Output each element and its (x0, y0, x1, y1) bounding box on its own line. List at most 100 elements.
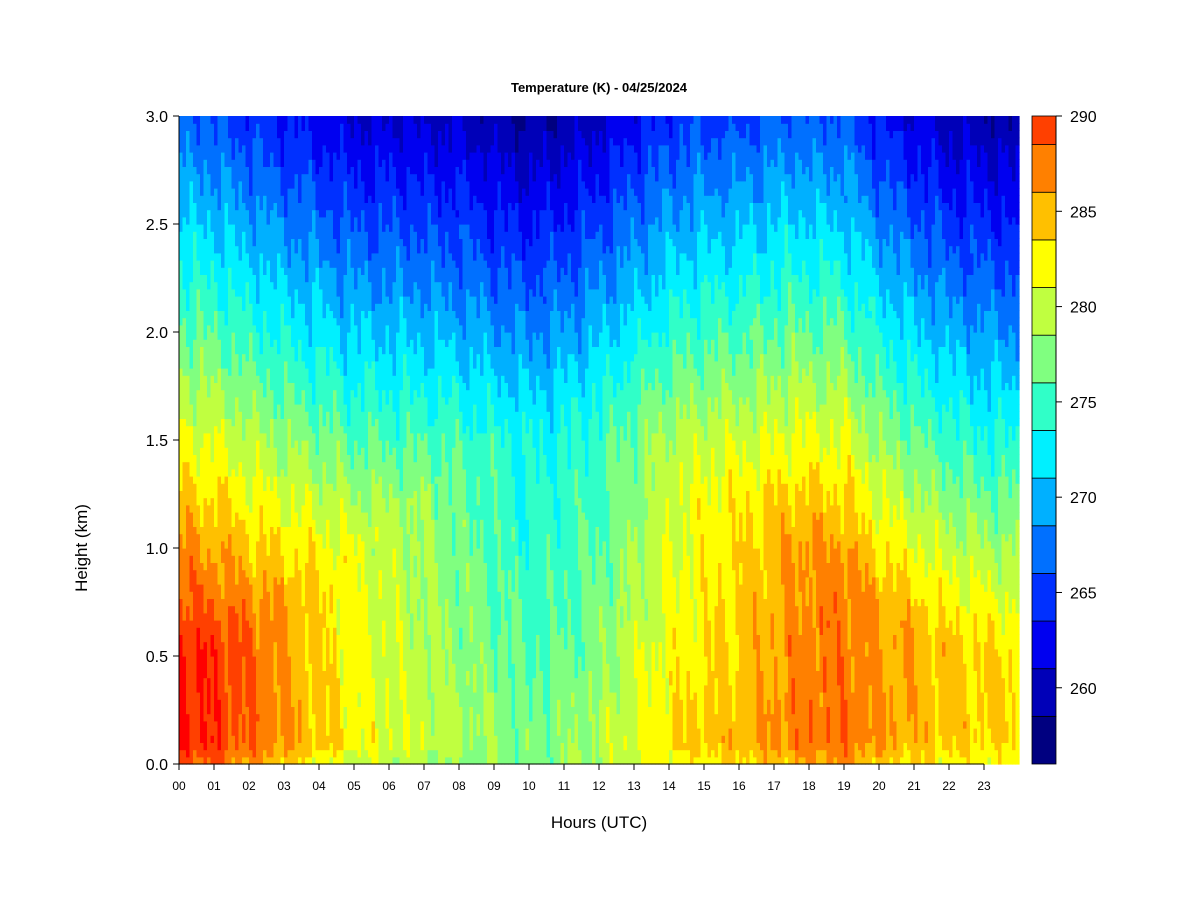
heatmap-cell (298, 188, 302, 196)
heatmap-cell (291, 433, 295, 441)
heatmap-cell (267, 397, 271, 405)
heatmap-cell (249, 375, 253, 383)
heatmap-cell (256, 116, 260, 124)
heatmap-cell (246, 656, 250, 664)
heatmap-cell (260, 570, 264, 578)
heatmap-cell (179, 505, 183, 513)
heatmap-cell (347, 188, 351, 196)
heatmap-cell (211, 454, 215, 462)
heatmap-cell (179, 570, 183, 578)
heatmap-cell (267, 498, 271, 506)
heatmap-cell (284, 642, 288, 650)
heatmap-cell (323, 678, 327, 686)
heatmap-cell (288, 159, 292, 167)
heatmap-cell (232, 526, 236, 534)
heatmap-cell (235, 123, 239, 131)
heatmap-cell (232, 361, 236, 369)
heatmap-cell (204, 440, 208, 448)
heatmap-cell (277, 267, 281, 275)
heatmap-cell (211, 757, 215, 765)
heatmap-cell (211, 325, 215, 333)
heatmap-cell (253, 469, 257, 477)
heatmap-cell (214, 649, 218, 657)
heatmap-cell (263, 382, 267, 390)
heatmap-cell (256, 440, 260, 448)
heatmap-cell (200, 649, 204, 657)
heatmap-cell (221, 123, 225, 131)
heatmap-cell (274, 152, 278, 160)
heatmap-cell (354, 339, 358, 347)
heatmap-cell (183, 462, 187, 470)
heatmap-cell (193, 490, 197, 498)
heatmap-cell (326, 634, 330, 642)
heatmap-cell (277, 678, 281, 686)
heatmap-cell (305, 188, 309, 196)
heatmap-cell (277, 368, 281, 376)
heatmap-cell (298, 670, 302, 678)
heatmap-cell (190, 440, 194, 448)
heatmap-cell (239, 130, 243, 138)
heatmap-cell (211, 699, 215, 707)
heatmap-cell (330, 426, 334, 434)
heatmap-cell (246, 188, 250, 196)
heatmap-cell (228, 318, 232, 326)
heatmap-cell (284, 699, 288, 707)
heatmap-cell (298, 526, 302, 534)
heatmap-cell (351, 346, 355, 354)
heatmap-cell (351, 195, 355, 203)
heatmap-cell (249, 447, 253, 455)
heatmap-cell (270, 202, 274, 210)
heatmap-cell (197, 440, 201, 448)
heatmap-cell (291, 555, 295, 563)
heatmap-cell (190, 267, 194, 275)
heatmap-cell (326, 116, 330, 124)
heatmap-cell (263, 418, 267, 426)
heatmap-cell (197, 426, 201, 434)
heatmap-cell (312, 390, 316, 398)
heatmap-cell (319, 210, 323, 218)
heatmap-cell (228, 685, 232, 693)
heatmap-cell (368, 584, 372, 592)
heatmap-cell (263, 483, 267, 491)
heatmap-cell (218, 541, 222, 549)
heatmap-cell (270, 591, 274, 599)
heatmap-cell (204, 548, 208, 556)
heatmap-cell (232, 685, 236, 693)
heatmap-cell (239, 555, 243, 563)
heatmap-cell (263, 224, 267, 232)
heatmap-cell (312, 512, 316, 520)
heatmap-cell (197, 757, 201, 765)
heatmap-cell (211, 375, 215, 383)
heatmap-cell (284, 678, 288, 686)
heatmap-cell (200, 548, 204, 556)
heatmap-cell (225, 375, 229, 383)
heatmap-cell (372, 620, 376, 628)
heatmap-cell (232, 692, 236, 700)
heatmap-cell (211, 267, 215, 275)
heatmap-cell (330, 692, 334, 700)
heatmap-cell (337, 742, 341, 750)
heatmap-cell (281, 346, 285, 354)
heatmap-cell (284, 361, 288, 369)
heatmap-cell (358, 447, 362, 455)
heatmap-cell (260, 238, 264, 246)
heatmap-cell (274, 598, 278, 606)
heatmap-cell (312, 217, 316, 225)
heatmap-cell (312, 548, 316, 556)
heatmap-cell (274, 116, 278, 124)
heatmap-cell (281, 606, 285, 614)
heatmap-cell (354, 318, 358, 326)
heatmap-cell (326, 332, 330, 340)
heatmap-cell (249, 462, 253, 470)
heatmap-cell (368, 130, 372, 138)
heatmap-cell (242, 382, 246, 390)
heatmap-cell (242, 318, 246, 326)
heatmap-cell (295, 397, 299, 405)
heatmap-cell (358, 541, 362, 549)
heatmap-cell (186, 426, 190, 434)
heatmap-cell (277, 152, 281, 160)
heatmap-cell (337, 534, 341, 542)
heatmap-cell (183, 685, 187, 693)
heatmap-cell (239, 649, 243, 657)
heatmap-cell (354, 699, 358, 707)
